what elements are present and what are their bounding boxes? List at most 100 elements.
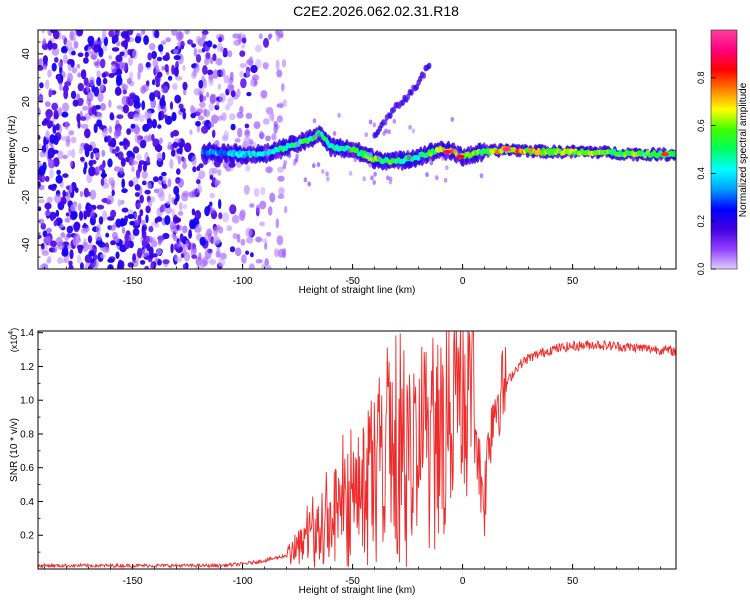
- spectrogram-cell: [133, 113, 141, 122]
- spectrogram-cell: [117, 259, 123, 269]
- spectrogram-cell: [96, 119, 102, 127]
- spectrogram-cell: [195, 62, 200, 74]
- spectrogram-cell: [175, 75, 183, 81]
- spectrogram-cell: [427, 62, 432, 69]
- spectrogram-cell: [73, 233, 77, 241]
- snr-y-ticks: 0.2 0.4 0.6 0.8 1.0 1.2 1.4: [20, 328, 43, 553]
- spectrogram-cell: [174, 217, 182, 223]
- spectrogram-cell: [326, 176, 330, 182]
- spectrogram-cell: [77, 244, 83, 254]
- spectrogram-cell: [110, 63, 117, 74]
- spectrogram-cell: [51, 102, 59, 111]
- spectrogram-cell: [157, 237, 162, 246]
- spectrogram-cell: [158, 44, 164, 52]
- spectrogram-cell: [236, 233, 241, 243]
- spectrogram-cell: [126, 128, 131, 136]
- spectrogram-cell: [161, 171, 167, 177]
- spectrogram-cell: [88, 250, 95, 257]
- spectrogram-cell: [150, 262, 155, 269]
- spectrogram-cell: [184, 142, 192, 153]
- spectrogram-cell: [77, 72, 82, 78]
- spectrogram-cell: [152, 79, 156, 86]
- spectrogram-cell: [100, 172, 108, 178]
- spectrogram-cell: [283, 160, 287, 166]
- spectrogram-cell: [120, 40, 128, 48]
- spectrogram-cell: [201, 125, 209, 134]
- spectrogram-cell: [38, 206, 42, 212]
- spectrogram-cell: [246, 91, 252, 97]
- spectrogram-cell: [121, 178, 126, 189]
- spectrogram-cell: [44, 202, 52, 210]
- spectrogram-cell: [62, 102, 69, 113]
- spectrogram-cell: [110, 137, 117, 148]
- spectrogram-cell: [388, 112, 393, 119]
- spectrogram-cell: [287, 153, 292, 159]
- spectrogram-cell: [325, 171, 329, 177]
- spectrogram-cell: [68, 264, 74, 269]
- spectrogram-cell: [250, 64, 258, 74]
- spectrogram-cell: [109, 112, 115, 121]
- spectrogram-cell: [83, 222, 87, 228]
- spectrogram-cell: [76, 30, 84, 37]
- spectrogram-cell: [64, 217, 71, 223]
- spectrogram-cell: [189, 129, 193, 135]
- spectrogram-cell: [177, 178, 184, 188]
- spectrogram-cell: [214, 178, 218, 189]
- spectrogram-cell: [39, 82, 44, 89]
- svg-text:(x104): (x104): [8, 328, 19, 352]
- spectrogram-cell: [101, 30, 107, 40]
- spectrogram-cell: [69, 160, 74, 168]
- spectrogram-cell: [229, 246, 236, 253]
- spectrogram-cell: [42, 63, 48, 70]
- spectrogram-cell: [106, 195, 114, 205]
- y-tick-label: 0: [21, 146, 32, 152]
- spectrogram-cell: [111, 47, 120, 52]
- spectrogram-cell: [38, 184, 45, 191]
- spectrogram-cell: [337, 112, 341, 118]
- spectrogram-cell: [239, 106, 244, 114]
- scale-suffix: ): [9, 328, 19, 331]
- spectrogram-cell: [71, 148, 76, 159]
- spectrogram-cell: [39, 264, 46, 269]
- spectrogram-cell: [146, 110, 152, 119]
- spectrogram-cell: [158, 137, 163, 145]
- spectrogram-cell: [108, 30, 115, 38]
- spectrogram-cell: [384, 128, 388, 134]
- spectrogram-cell: [217, 83, 221, 90]
- spectrogram-cell: [231, 214, 240, 224]
- spectrogram-cell: [443, 177, 448, 183]
- spectrogram-cell: [84, 161, 88, 170]
- spectrogram-cell: [372, 180, 377, 185]
- spectrogram-cell: [129, 156, 135, 167]
- spectrogram-cell: [303, 177, 308, 183]
- y-tick-label: 40: [21, 48, 32, 60]
- spectrogram-cell: [65, 39, 73, 50]
- spectrogram-cell: [203, 109, 211, 118]
- spectrogram-cell: [76, 93, 81, 102]
- y-tick-label: 0.4: [20, 497, 34, 508]
- spectrogram-cell: [202, 65, 208, 75]
- spectrogram-cell: [116, 114, 124, 120]
- spectrogram-cell: [202, 256, 209, 266]
- spectrogram-cell: [96, 76, 102, 87]
- spectrogram-cell: [94, 40, 102, 46]
- spectrogram-cell: [392, 118, 397, 124]
- spectrogram-cell: [246, 236, 254, 244]
- spectrogram-cell: [145, 61, 151, 68]
- spectrogram-cell: [148, 134, 152, 142]
- x-tick-label: -50: [345, 276, 360, 287]
- spectrogram-cell: [38, 218, 45, 225]
- spectrogram-cell: [77, 82, 85, 92]
- spectrogram-cell: [226, 225, 233, 232]
- spectrogram-cell: [216, 99, 220, 108]
- spectrogram-cell: [213, 226, 219, 237]
- spectrogram-cell: [62, 85, 69, 93]
- spectrogram-cell: [38, 199, 45, 204]
- spectrogram-cell: [113, 166, 121, 172]
- spectrogram-cell: [40, 223, 47, 230]
- spectrogram-cell: [178, 103, 184, 110]
- x-tick-label: -150: [123, 576, 143, 587]
- spectrogram-cell: [102, 77, 108, 85]
- spectrogram-cell: [132, 49, 138, 60]
- spectrogram-cell: [87, 35, 95, 45]
